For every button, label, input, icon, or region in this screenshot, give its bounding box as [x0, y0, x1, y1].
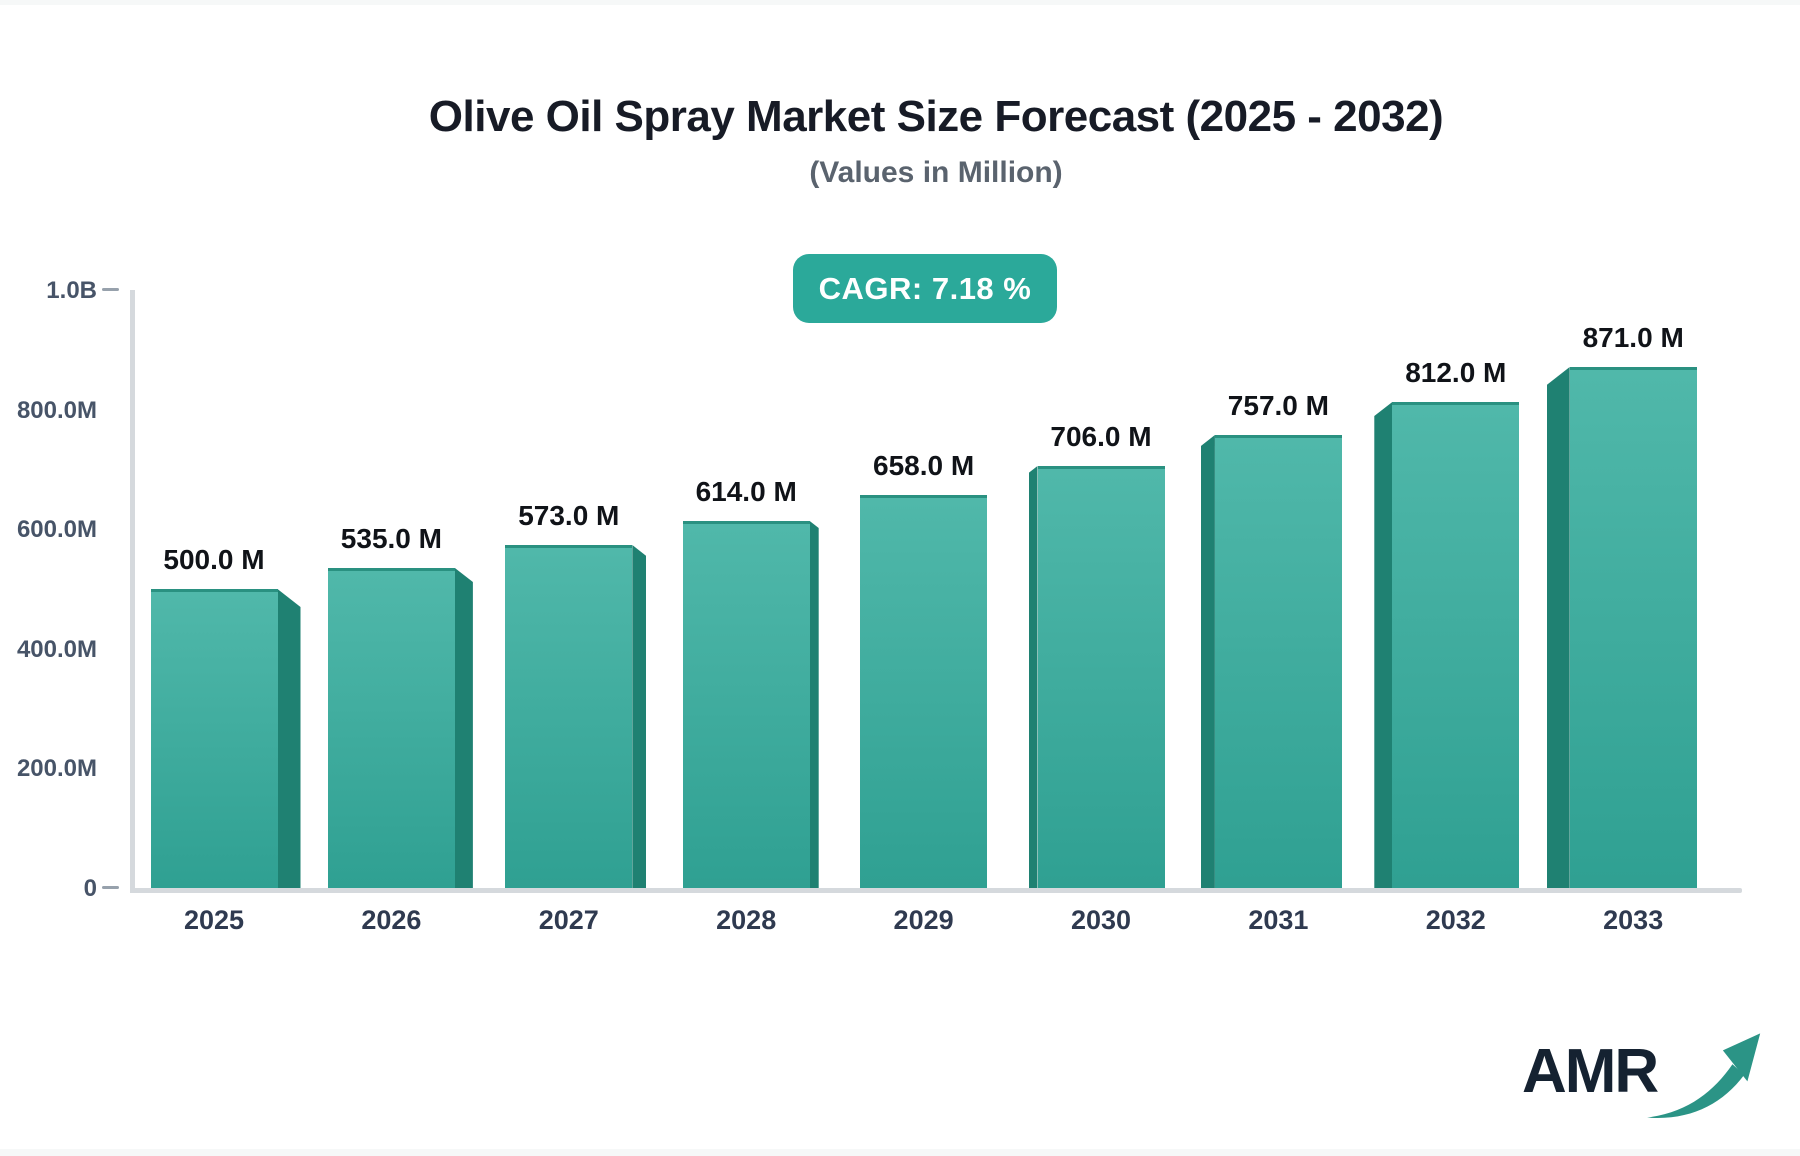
bar-2033 [1569, 367, 1697, 888]
bar-value-label-2032: 812.0 M [1405, 357, 1507, 388]
y-axis-tick-label-600.0M: 600.0M [16, 516, 97, 544]
growth-arrow-icon [1647, 1033, 1761, 1119]
x-axis-label-2033: 2033 [1603, 905, 1664, 935]
bar-value-label-2028: 614.0 M [695, 476, 797, 507]
y-axis-tick-dash [102, 886, 119, 889]
bar-value-label-2033: 871.0 M [1582, 322, 1684, 353]
x-axis-label-2032: 2032 [1425, 905, 1486, 935]
y-axis-tick-label-400.0M: 400.0M [16, 635, 97, 663]
bar-2032 [1392, 402, 1520, 888]
cagr-badge: CAGR: 7.18 % [793, 254, 1057, 323]
bar-value-label-2031: 757.0 M [1227, 390, 1329, 421]
bar-side-2028 [809, 521, 819, 888]
bar-value-label-2030: 706.0 M [1050, 421, 1152, 452]
bar-2026 [327, 568, 455, 888]
bar-2027 [505, 545, 633, 888]
x-axis-label-2029: 2029 [893, 905, 954, 935]
bar-2029 [860, 495, 988, 888]
top-edge-strip [0, 0, 1800, 5]
amr-logo: AMR [1522, 1026, 1772, 1122]
x-axis-label-2028: 2028 [716, 905, 777, 935]
chart-title: Olive Oil Spray Market Size Forecast (20… [428, 92, 1444, 141]
bar-2030 [1037, 466, 1165, 888]
x-axis-label-2031: 2031 [1248, 905, 1309, 935]
bar-side-2031 [1200, 435, 1215, 888]
bar-value-label-2026: 535.0 M [340, 523, 442, 554]
x-axis-label-2026: 2026 [361, 905, 422, 935]
bar-value-label-2025: 500.0 M [163, 544, 265, 575]
cagr-badge-label: CAGR: 7.18 % [818, 270, 1032, 306]
bar-2031 [1214, 435, 1342, 888]
bar-side-2033 [1546, 367, 1570, 888]
x-axis-label-2027: 2027 [538, 905, 599, 935]
chart-subtitle: (Values in Million) [809, 156, 1063, 189]
y-axis-tick-label-800.0M: 800.0M [16, 396, 97, 424]
y-axis-line [130, 290, 135, 893]
bar-side-2027 [632, 545, 647, 888]
bottom-edge-strip [0, 1149, 1800, 1156]
y-axis-tick-label-1.0B: 1.0B [46, 277, 97, 304]
y-axis-tick-label-0: 0 [83, 875, 97, 902]
y-axis-tick-dash [102, 288, 119, 291]
bar-side-2025 [277, 589, 301, 888]
bar-side-2032 [1374, 402, 1393, 888]
bar-value-label-2029: 658.0 M [873, 450, 975, 481]
x-axis-line [130, 888, 1742, 893]
bar-side-2026 [454, 568, 473, 888]
y-axis-tick-label-200.0M: 200.0M [16, 755, 97, 783]
x-axis-label-2030: 2030 [1070, 905, 1132, 935]
bar-value-label-2027: 573.0 M [518, 500, 620, 531]
bar-2028 [682, 521, 810, 888]
bar-2025 [150, 589, 278, 888]
bar-side-2030 [1028, 466, 1038, 888]
x-axis-label-2025: 2025 [183, 905, 245, 935]
amr-logo-text: AMR [1522, 1037, 1659, 1106]
